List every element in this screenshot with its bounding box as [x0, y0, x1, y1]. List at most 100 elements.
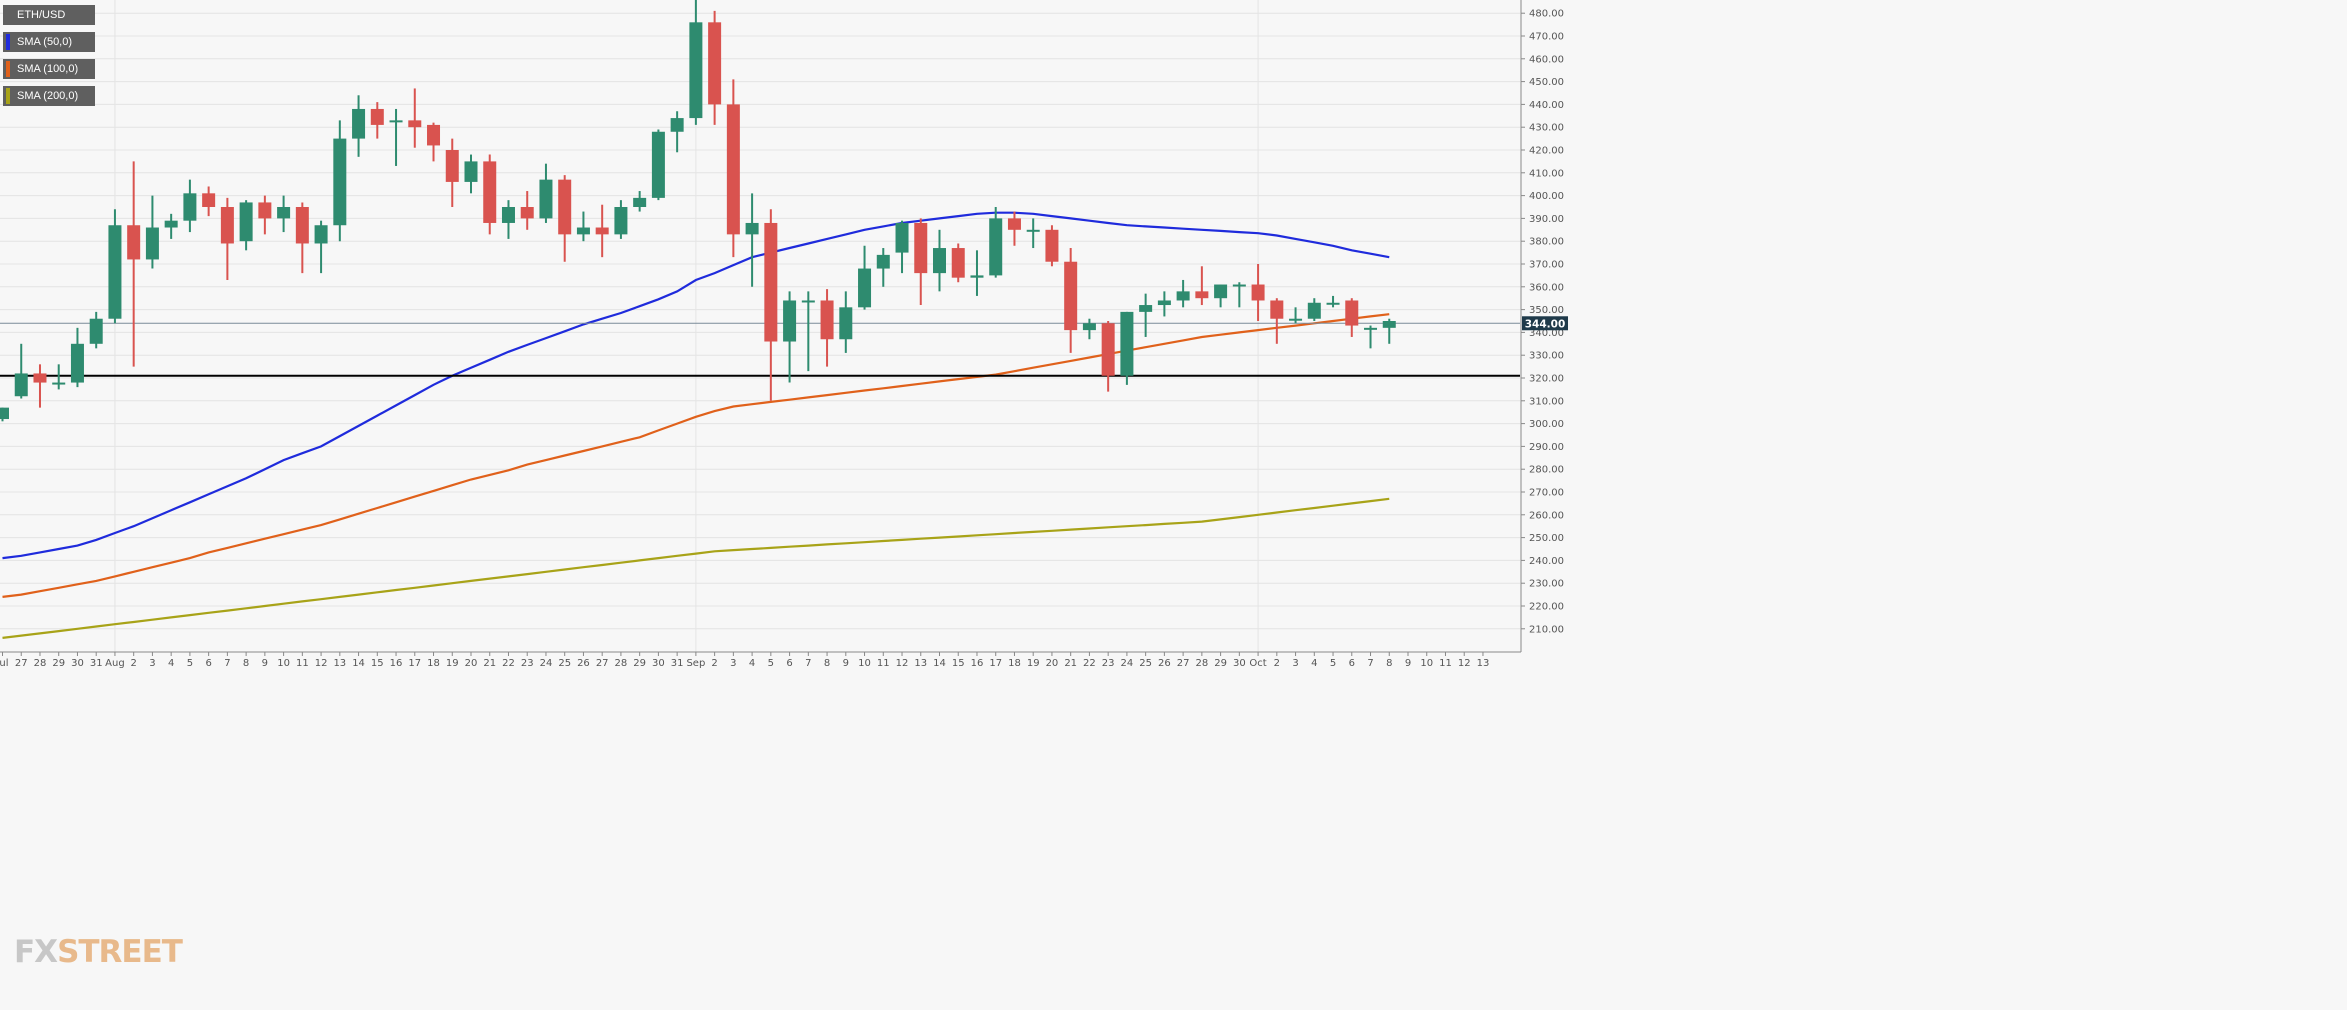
candle-body [1157, 300, 1171, 306]
candle-body [764, 222, 778, 342]
x-tick-label: 12 [315, 658, 328, 669]
candle-body [895, 222, 909, 253]
candle-body [370, 108, 384, 125]
candle-body [427, 124, 441, 146]
x-tick-label: 11 [1439, 658, 1452, 669]
candle-body [352, 108, 366, 139]
current-price-label: 344.00 [1525, 318, 1566, 330]
candle-body [483, 161, 497, 223]
candle-body [633, 197, 647, 207]
sma-line-2000 [2, 497, 1390, 639]
candle-body [539, 179, 553, 219]
candle-body [1064, 261, 1078, 331]
x-tick-label: 8 [243, 658, 249, 669]
candle-body [52, 382, 66, 385]
x-tick-label: 31 [671, 658, 684, 669]
x-tick-label: 19 [446, 658, 459, 669]
y-tick-label: 480.00 [1529, 9, 1564, 20]
x-tick-label: 29 [52, 658, 65, 669]
y-tick-label: 250.00 [1529, 533, 1564, 544]
candle-body [1270, 300, 1284, 319]
candle-body [277, 207, 291, 219]
x-tick-label: 3 [149, 658, 155, 669]
candle-body [314, 225, 328, 244]
x-tick-label: 17 [408, 658, 421, 669]
x-tick-label: 10 [1420, 658, 1433, 669]
legend-swatch [6, 88, 10, 104]
x-tick-label: 14 [933, 658, 946, 669]
x-tick-label: 27 [1177, 658, 1190, 669]
logo-street: STREET [57, 934, 183, 970]
x-tick-label: 28 [34, 658, 47, 669]
x-tick-label: 5 [1330, 658, 1336, 669]
legend: ETH/USD SMA (50,0) SMA (100,0) SMA (200,… [3, 5, 95, 113]
x-tick-label: 7 [224, 658, 230, 669]
x-tick-label: 10 [277, 658, 290, 669]
y-tick-label: 360.00 [1529, 282, 1564, 293]
plot-background [0, 0, 1520, 652]
sma-line-1000 [2, 313, 1390, 598]
y-tick-label: 390.00 [1529, 214, 1564, 225]
candle-body [164, 220, 178, 228]
x-tick-label: 7 [1367, 658, 1373, 669]
y-tick-label: 290.00 [1529, 442, 1564, 453]
x-tick-label: 24 [1121, 658, 1134, 669]
legend-item-sma100[interactable]: SMA (100,0) [3, 59, 95, 79]
candle-body [0, 407, 9, 420]
candle-body [951, 248, 965, 278]
candle-body [89, 318, 103, 344]
candle-body [876, 254, 890, 269]
y-tick-label: 430.00 [1529, 123, 1564, 134]
x-tick-label: 25 [1139, 658, 1152, 669]
x-tick-label: 6 [1349, 658, 1355, 669]
legend-swatch [6, 61, 10, 77]
x-tick-label: 28 [615, 658, 628, 669]
x-tick-label: 15 [952, 658, 965, 669]
x-tick-label: 27 [15, 658, 28, 669]
x-tick-label: 13 [1477, 658, 1490, 669]
x-tick-label: 29 [633, 658, 646, 669]
candle-body [1364, 327, 1378, 330]
candle-body [33, 373, 47, 383]
x-tick-label: 21 [1064, 658, 1077, 669]
x-tick-label: 14 [352, 658, 365, 669]
candle-body [108, 225, 122, 319]
x-tick-label: 22 [502, 658, 515, 669]
x-tick-label: 4 [1311, 658, 1317, 669]
candle-body [14, 373, 28, 397]
x-tick-label: 29 [1214, 658, 1227, 669]
legend-item-sma200[interactable]: SMA (200,0) [3, 86, 95, 106]
y-tick-label: 340.00 [1529, 328, 1564, 339]
x-tick-label: 4 [749, 658, 755, 669]
candle-body [1251, 284, 1265, 301]
x-tick-label: 8 [824, 658, 830, 669]
x-tick-label: 23 [1102, 658, 1115, 669]
y-tick-label: 440.00 [1529, 100, 1564, 111]
candle-body [933, 248, 946, 274]
y-tick-label: 280.00 [1529, 465, 1564, 476]
y-tick-label: 220.00 [1529, 602, 1564, 613]
y-tick-label: 300.00 [1529, 419, 1564, 430]
candle-body [220, 207, 234, 244]
candle-body [1139, 305, 1153, 312]
x-tick-label: 20 [465, 658, 478, 669]
candle-body [333, 138, 347, 226]
x-tick-label: 9 [262, 658, 268, 669]
y-tick-label: 420.00 [1529, 146, 1564, 157]
candle-body [258, 202, 272, 219]
y-tick-label: 230.00 [1529, 579, 1564, 590]
x-tick-label: 6 [205, 658, 211, 669]
candle-body [1101, 323, 1115, 376]
x-tick-label: 30 [71, 658, 84, 669]
y-tick-label: 400.00 [1529, 191, 1564, 202]
x-tick-label: 26 [1158, 658, 1171, 669]
candle-body [1176, 291, 1190, 301]
legend-item-ethusd[interactable]: ETH/USD [3, 5, 95, 25]
candle-body [970, 275, 984, 278]
x-tick-label: 2 [711, 658, 717, 669]
legend-item-sma50[interactable]: SMA (50,0) [3, 32, 95, 52]
legend-swatch [6, 7, 10, 23]
y-tick-label: 450.00 [1529, 77, 1564, 88]
